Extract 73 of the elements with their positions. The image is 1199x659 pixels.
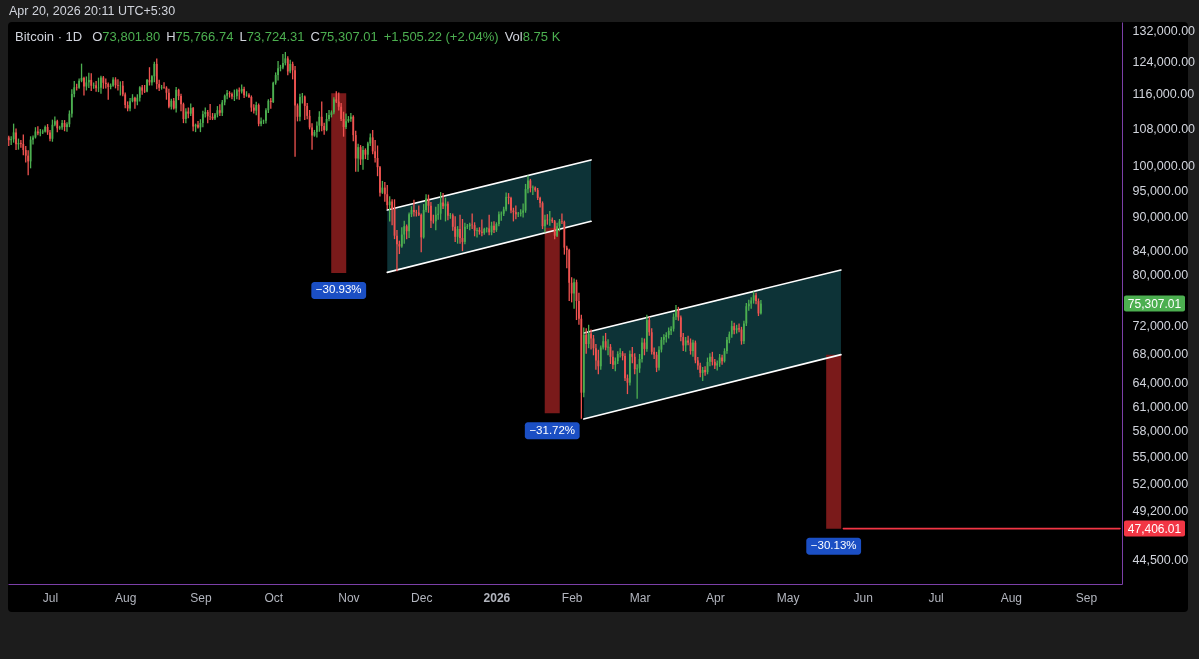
y-tick-label: 52,000.00 bbox=[1132, 477, 1189, 492]
x-tick-label: Nov bbox=[338, 590, 360, 605]
x-tick-label: Jun bbox=[853, 590, 873, 605]
text: Apr 20, 2026 20:11 UTC+5:30 bbox=[9, 4, 176, 19]
annotation: +1,505.22 (+2.04%) bbox=[383, 29, 499, 44]
y-tick-label: 61,000.00 bbox=[1132, 399, 1189, 414]
y-tick-label: 55,000.00 bbox=[1132, 449, 1189, 464]
candlestick bbox=[27, 150, 30, 176]
y-tick-label: 95,000.00 bbox=[1132, 184, 1189, 199]
candlestick bbox=[704, 366, 706, 376]
x-tick-label: Sep bbox=[190, 590, 212, 605]
text: 75,307.01 bbox=[1127, 296, 1182, 311]
candlestick bbox=[260, 117, 262, 127]
candlestick bbox=[112, 77, 114, 87]
y-tick-label: 72,000.00 bbox=[1132, 318, 1189, 333]
candlestick bbox=[15, 128, 17, 151]
candlestick bbox=[299, 93, 301, 122]
data-label: 47,406.01 bbox=[1127, 521, 1182, 536]
y-tick-label: 80,000.00 bbox=[1132, 267, 1189, 282]
candlestick bbox=[231, 92, 233, 100]
y-tick-label: 108,000.00 bbox=[1132, 121, 1196, 136]
bar bbox=[826, 354, 842, 529]
annotation: H75,766.74 bbox=[166, 29, 234, 44]
x-tick-label: Mar bbox=[629, 590, 651, 605]
candlestick bbox=[454, 216, 457, 242]
y-tick-label: 84,000.00 bbox=[1132, 243, 1189, 258]
candlestick bbox=[493, 221, 495, 233]
candlestick bbox=[41, 129, 44, 134]
candlestick bbox=[544, 214, 546, 233]
y-tick-label: 44,500.00 bbox=[1132, 552, 1189, 567]
annotation: −30.13% bbox=[810, 539, 857, 552]
bar bbox=[331, 93, 347, 273]
annotation: −31.72% bbox=[529, 423, 576, 436]
candlestick bbox=[294, 66, 296, 157]
candlestick bbox=[345, 113, 347, 129]
candlestick bbox=[692, 339, 694, 357]
y-tick-label: 100,000.00 bbox=[1132, 159, 1196, 174]
annotation: C75,307.01 bbox=[310, 29, 378, 44]
candlestick bbox=[362, 146, 364, 170]
y-tick-label: 132,000.00 bbox=[1132, 24, 1196, 39]
annotation: O73,801.80 bbox=[92, 29, 161, 44]
bar bbox=[544, 227, 560, 414]
y-tick-label: 90,000.00 bbox=[1132, 210, 1189, 225]
x-tick-label: Aug bbox=[1000, 590, 1022, 605]
candlestick bbox=[607, 339, 609, 356]
candlestick bbox=[556, 222, 558, 237]
x-tick-label: May bbox=[776, 590, 800, 605]
annotation: −30.93% bbox=[315, 283, 362, 296]
candlestick bbox=[476, 227, 478, 238]
y-tick-label: 68,000.00 bbox=[1132, 346, 1189, 361]
x-tick-label: Apr bbox=[705, 590, 725, 605]
candlestick bbox=[83, 76, 85, 96]
candlestick bbox=[100, 75, 102, 94]
x-tick-label: Feb bbox=[561, 590, 583, 605]
annotation: L73,724.31 bbox=[239, 29, 305, 44]
x-tick-label: Jul bbox=[42, 590, 59, 605]
annotation: Vol8.75 K bbox=[504, 29, 561, 44]
y-tick-label: 124,000.00 bbox=[1132, 54, 1196, 69]
x-tick-label: Aug bbox=[115, 590, 137, 605]
candlestick bbox=[85, 76, 88, 91]
x-tick-label: Dec bbox=[411, 590, 433, 605]
y-tick-label: 49,200.00 bbox=[1132, 504, 1189, 519]
y-tick-label: 64,000.00 bbox=[1132, 376, 1189, 391]
candlestick bbox=[117, 79, 119, 91]
y-tick-label: 58,000.00 bbox=[1132, 424, 1189, 439]
y-tick-label: 116,000.00 bbox=[1132, 87, 1195, 102]
x-tick-label: Sep bbox=[1075, 590, 1098, 605]
x-tick-label: Oct bbox=[264, 590, 284, 605]
x-tick-label: Jul bbox=[928, 590, 944, 605]
candlestick bbox=[277, 60, 279, 81]
x-tick-label: 2026 bbox=[483, 590, 511, 605]
candlestick bbox=[320, 101, 323, 132]
text: Bitcoin · 1D bbox=[15, 29, 83, 44]
